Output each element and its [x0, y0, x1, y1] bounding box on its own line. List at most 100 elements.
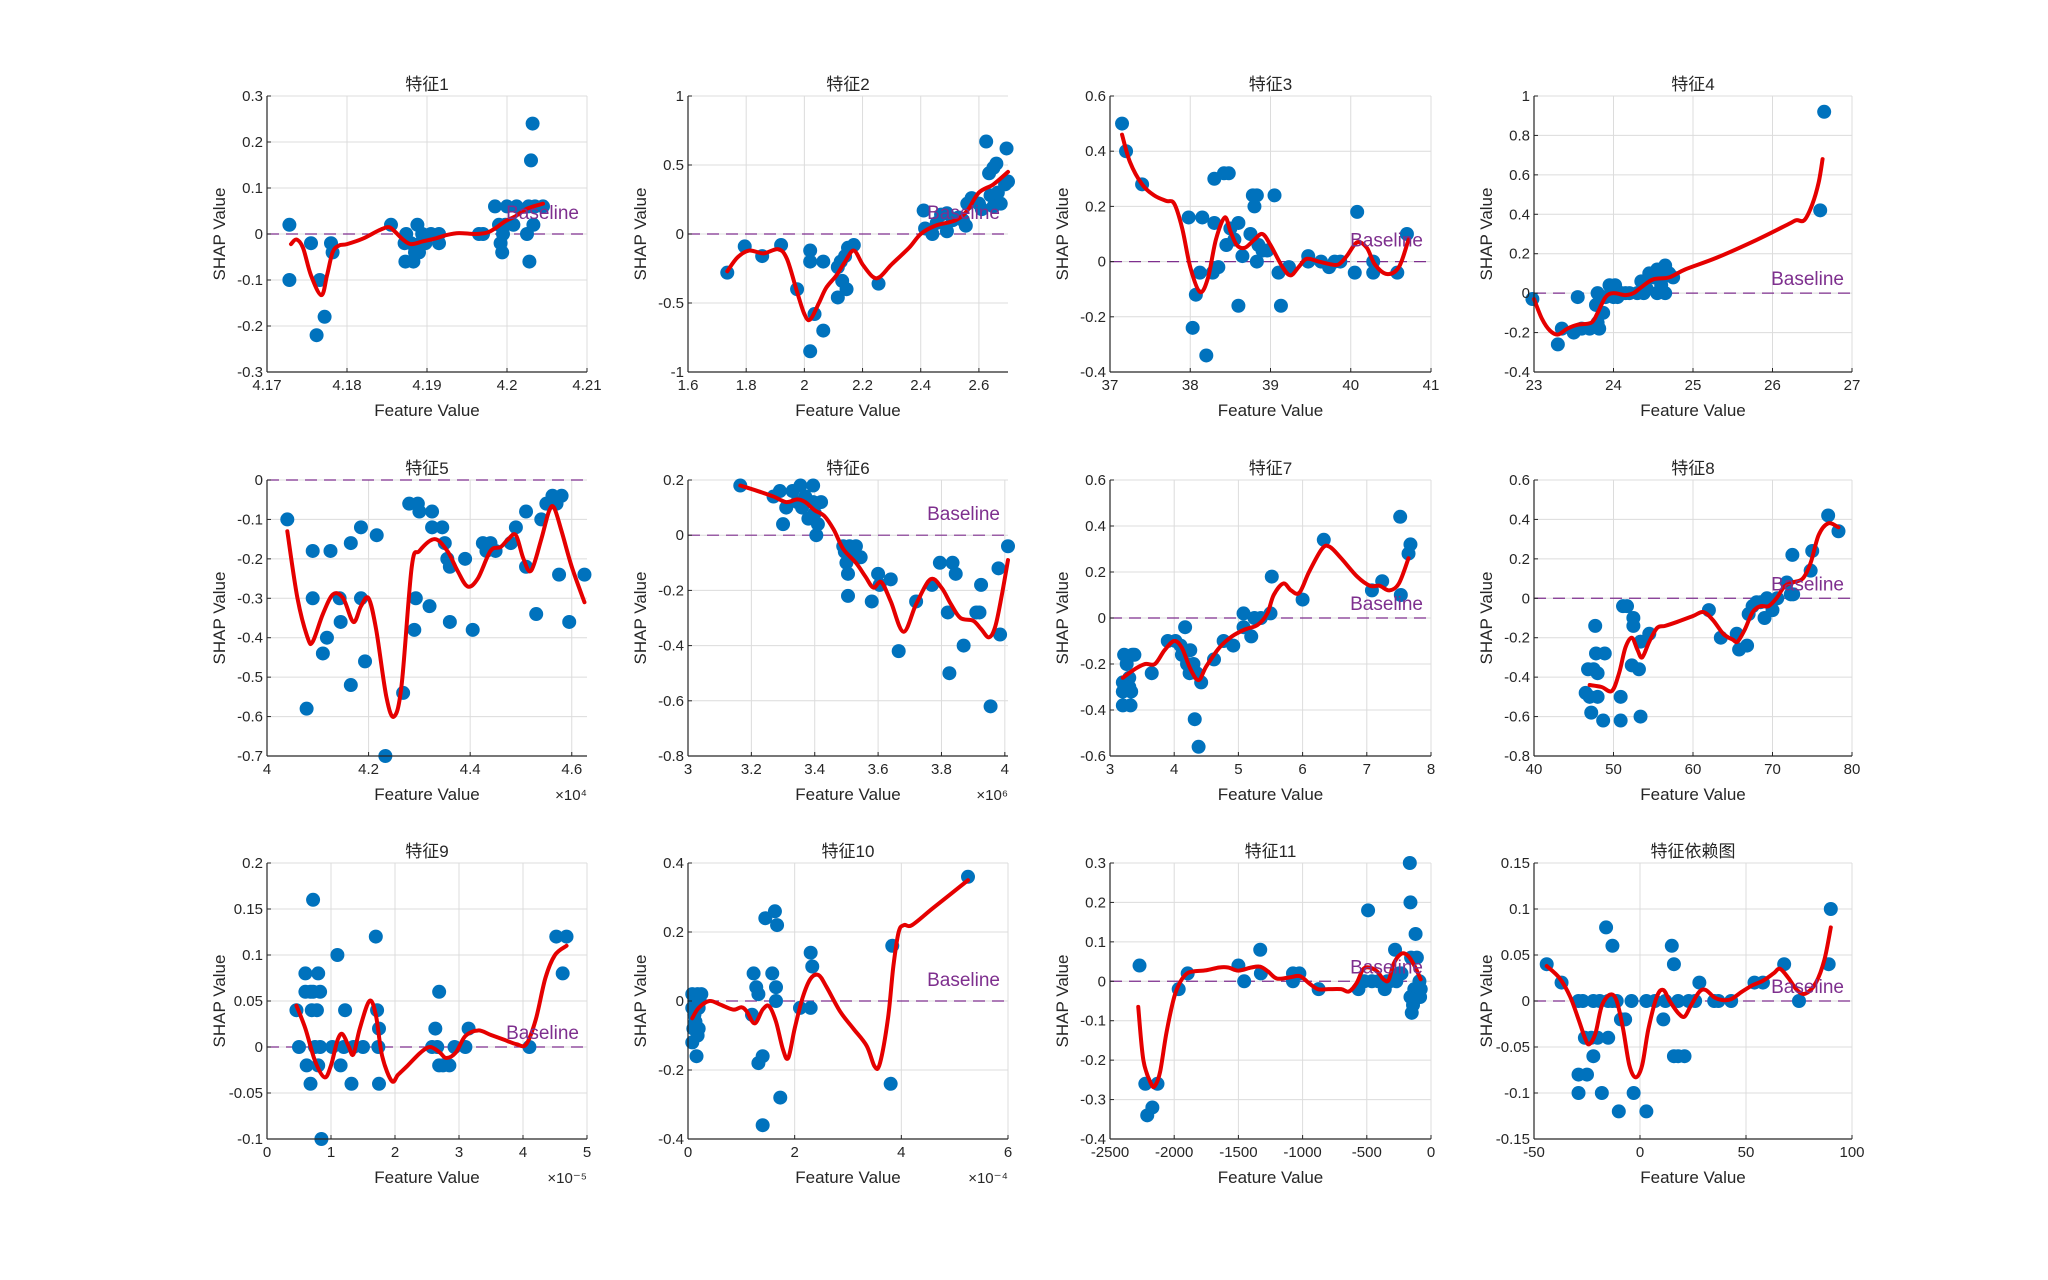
y-tick-label: 0: [255, 472, 263, 489]
data-point: [408, 591, 423, 606]
x-tick-label: 41: [1423, 377, 1440, 394]
y-tick-label: -0.4: [1504, 669, 1530, 686]
y-axis-label: SHAP Value: [1477, 188, 1496, 281]
data-point: [282, 217, 297, 232]
x-tick-label: 3.2: [741, 761, 762, 778]
x-axis-label: Feature Value: [1218, 785, 1324, 804]
y-tick-label: 0.8: [1509, 127, 1530, 144]
data-point: [412, 504, 427, 519]
data-point: [1249, 188, 1264, 203]
smoothed-fit-line: [1136, 951, 1423, 1090]
data-point: [1671, 994, 1686, 1008]
x-tick-label: 100: [1839, 1144, 1864, 1161]
y-tick-label: 0.6: [1509, 472, 1530, 489]
data-point: [1235, 249, 1250, 264]
data-point: [488, 199, 502, 214]
y-axis-label: SHAP Value: [631, 955, 650, 1048]
y-tick-label: 0: [676, 993, 684, 1010]
x-tick-label: 3: [1106, 761, 1114, 778]
data-point: [1575, 994, 1590, 1008]
x-tick-label: -50: [1523, 1144, 1545, 1161]
data-point: [1586, 1049, 1601, 1064]
y-tick-label: 0.2: [1509, 551, 1530, 568]
x-tick-label: 60: [1685, 761, 1702, 778]
data-point: [1584, 705, 1599, 720]
data-point: [948, 566, 963, 581]
y-axis-label: SHAP Value: [1053, 955, 1072, 1048]
subplot-title: 特征8: [1671, 459, 1714, 478]
data-point: [1639, 1104, 1654, 1119]
y-tick-label: 0.2: [663, 472, 684, 489]
data-point: [1192, 265, 1207, 280]
data-point: [311, 966, 326, 981]
data-point: [1613, 689, 1628, 704]
data-point: [871, 566, 886, 581]
y-axis-label: SHAP Value: [1477, 572, 1496, 665]
y-tick-label: 1: [676, 88, 684, 105]
data-point: [999, 141, 1014, 156]
data-point: [989, 156, 1004, 171]
data-point: [1132, 958, 1147, 973]
x-tick-label: 3.6: [868, 761, 889, 778]
data-point: [1601, 1030, 1616, 1045]
data-point: [1236, 606, 1251, 621]
subplot-6: Baseline 3 3.2 3.4 3.6 3.8 4 -0.8 -0.6 -0.4 -0.2 0 0…: [631, 459, 1015, 804]
y-axis-label: SHAP Value: [210, 955, 229, 1048]
y-tick-label: 0.05: [1501, 947, 1530, 964]
y-tick-label: -0.4: [1080, 702, 1106, 719]
data-point: [1792, 994, 1806, 1008]
data-point: [993, 196, 1008, 211]
smoothed-fit-line: [738, 483, 1010, 640]
x-tick-label: 23: [1526, 377, 1543, 394]
data-point: [1594, 1086, 1609, 1100]
data-point: [1187, 712, 1202, 727]
data-point: [1221, 166, 1236, 181]
y-tick-label: 0.1: [1085, 934, 1106, 951]
data-point: [428, 1021, 443, 1036]
x-axis-label: Feature Value: [1640, 401, 1746, 420]
data-point: [1394, 966, 1409, 981]
data-point: [1740, 638, 1755, 653]
data-point: [1247, 199, 1262, 214]
y-tick-label: -0.5: [237, 669, 263, 686]
data-point: [846, 238, 861, 253]
data-point: [883, 1076, 898, 1091]
data-point: [961, 869, 975, 884]
data-point: [932, 555, 947, 570]
y-tick-label: 0: [1098, 973, 1106, 990]
y-tick-label: -0.1: [237, 272, 263, 289]
smoothed-fit-line: [285, 504, 587, 719]
data-point: [369, 528, 384, 543]
subplot-4: Baseline 23 24 25 26 27 -0.4 -0.2 0 0.2 0.4 0.6 0.8 1…: [1477, 75, 1860, 420]
y-tick-label: 0.6: [1509, 167, 1530, 184]
data-point: [323, 543, 338, 558]
data-point: [773, 1090, 788, 1105]
data-point: [1821, 508, 1836, 523]
baseline-label: Baseline: [1350, 957, 1423, 978]
x-tick-label: 4.21: [572, 377, 601, 394]
x-tick-label: 4: [897, 1144, 905, 1161]
data-point: [1413, 982, 1428, 997]
y-tick-label: -1: [671, 364, 684, 381]
data-point: [1144, 666, 1159, 681]
data-point: [1831, 524, 1846, 539]
data-point: [333, 1058, 348, 1073]
y-axis-label: SHAP Value: [631, 188, 650, 281]
subplot-title: 特征5: [405, 459, 448, 478]
x-tick-label: 4.17: [252, 377, 281, 394]
smoothed-fit-line: [289, 201, 545, 298]
data-point: [1264, 569, 1279, 584]
x-tick-label: 2: [391, 1144, 399, 1161]
data-point: [1664, 938, 1679, 953]
data-point: [864, 594, 879, 609]
data-point: [525, 116, 540, 131]
data-point: [1786, 587, 1801, 602]
data-point: [803, 254, 818, 269]
y-tick-label: 0.1: [1509, 901, 1530, 918]
data-point: [1244, 629, 1259, 644]
data-point: [1596, 713, 1611, 728]
data-point: [1626, 1086, 1641, 1100]
y-tick-label: 0.05: [234, 993, 263, 1010]
subplot-title: 特征9: [405, 842, 448, 861]
data-point: [939, 224, 954, 239]
